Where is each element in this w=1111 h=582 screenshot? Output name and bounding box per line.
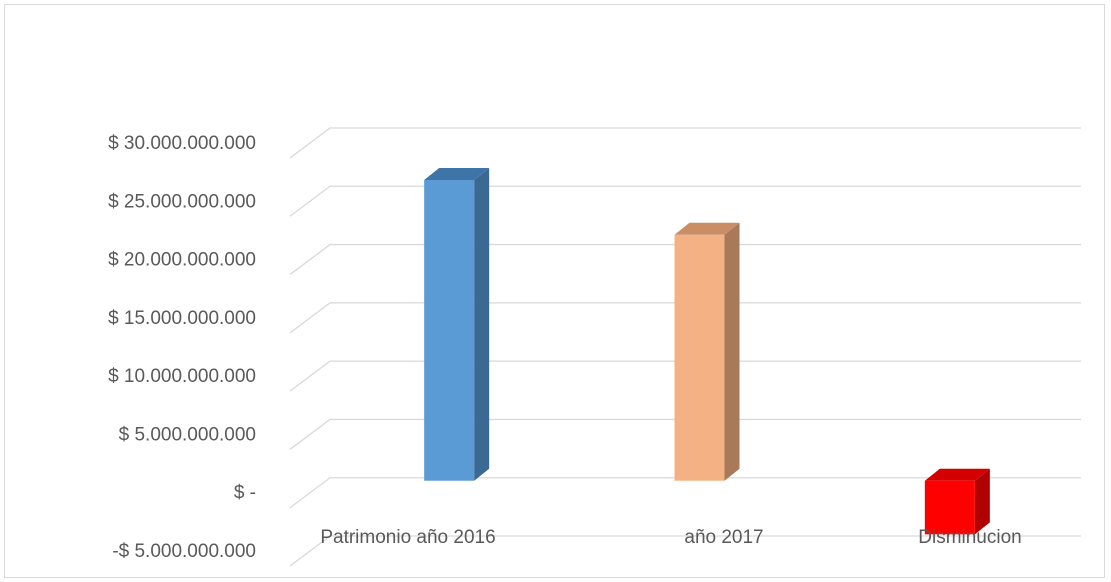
gridline — [289, 360, 1081, 392]
bar-top — [674, 222, 740, 235]
chart-frame — [4, 4, 1105, 578]
gridline — [289, 535, 1081, 567]
y-tick-label: $ 20.000.000.000 — [108, 250, 256, 271]
category-label: Disminucion — [918, 527, 1021, 548]
bar-top — [924, 468, 990, 481]
y-tick-label: -$ 5.000.000.000 — [112, 541, 256, 562]
y-tick-label: $ 15.000.000.000 — [108, 308, 256, 329]
bars — [424, 167, 990, 535]
y-tick-label: $ 25.000.000.000 — [108, 191, 256, 212]
bar-side — [974, 468, 990, 535]
bar-side — [474, 167, 490, 481]
gridline — [289, 127, 1081, 159]
gridlines — [289, 127, 1081, 567]
bar-0 — [424, 167, 490, 481]
bar-1 — [674, 222, 740, 481]
y-tick-label: $ 10.000.000.000 — [108, 366, 256, 387]
y-axis-tick-labels: $ 30.000.000.000 $ 25.000.000.000 $ 20.000… — [108, 133, 256, 562]
bar-front — [924, 480, 975, 535]
gridline — [289, 185, 1081, 217]
bar-front — [674, 234, 725, 481]
bar-top — [424, 167, 490, 180]
category-labels: Patrimonio año 2016 año 2017 Disminucion — [320, 527, 1021, 548]
y-tick-label: $ 5.000.000.000 — [119, 424, 256, 445]
gridline — [289, 477, 1081, 509]
gridline — [289, 418, 1081, 450]
gridline — [289, 302, 1081, 334]
bar-front — [424, 179, 475, 481]
category-label: año 2017 — [684, 527, 763, 548]
category-label: Patrimonio año 2016 — [320, 527, 495, 548]
gridline — [289, 243, 1081, 276]
y-tick-label: $ 30.000.000.000 — [108, 133, 256, 154]
y-tick-label: $ - — [234, 483, 256, 504]
bar-side — [724, 222, 740, 481]
bar-2 — [924, 468, 990, 535]
